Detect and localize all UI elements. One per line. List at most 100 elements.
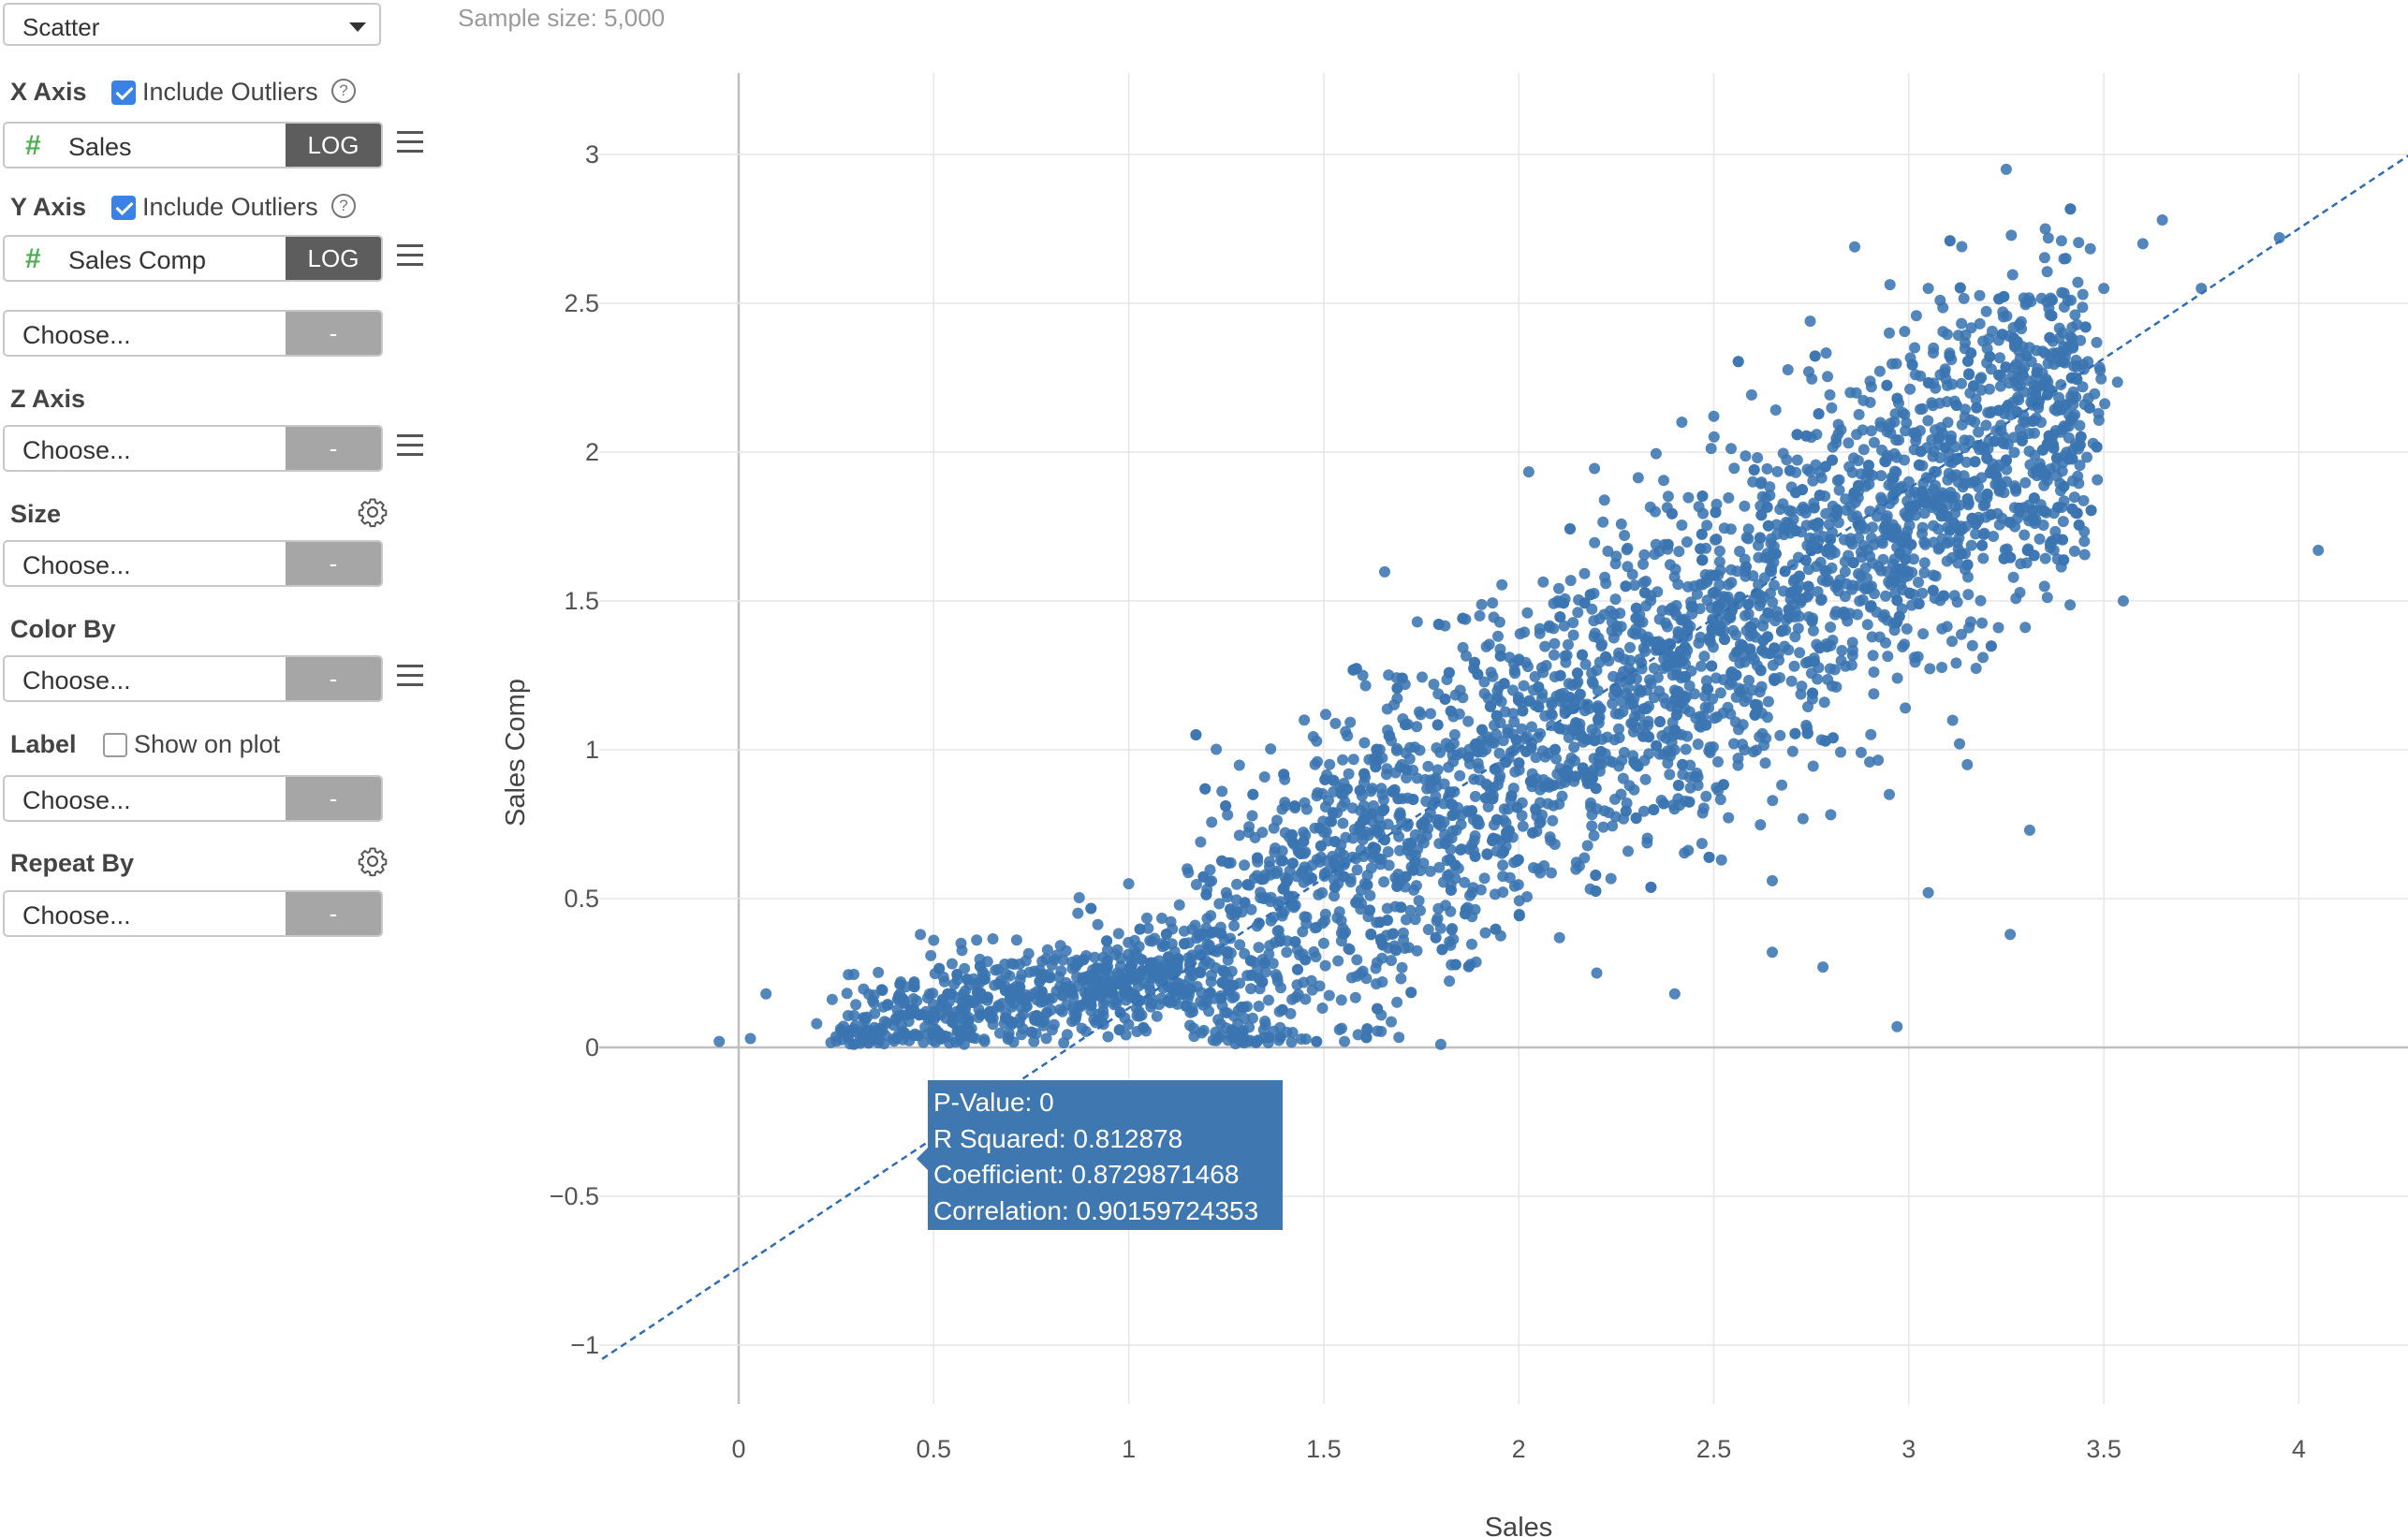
scatter-point — [1462, 960, 1475, 973]
scatter-point — [1329, 890, 1340, 902]
color-by-column-field[interactable]: Choose... - — [3, 655, 383, 702]
z-axis-menu-icon[interactable] — [397, 434, 423, 457]
scatter-point — [1930, 479, 1941, 491]
scatter-point — [2050, 452, 2063, 464]
help-icon[interactable]: ? — [331, 194, 356, 218]
scatter-point — [1714, 621, 1726, 632]
scatter-point — [1608, 670, 1620, 682]
additional-y-remove-button[interactable]: - — [286, 312, 381, 355]
scatter-point — [1375, 783, 1388, 795]
size-remove-button[interactable]: - — [286, 542, 381, 585]
scatter-point — [1713, 556, 1725, 568]
scatter-point — [1791, 454, 1803, 466]
gear-icon[interactable] — [357, 496, 389, 528]
scatter-point — [1466, 805, 1477, 817]
y-log-scale-button[interactable]: LOG — [286, 237, 381, 280]
scatter-point — [1801, 463, 1813, 476]
scatter-point — [1511, 801, 1523, 813]
scatter-point — [1707, 741, 1719, 753]
repeat-by-remove-button[interactable]: - — [286, 892, 381, 935]
z-axis-remove-button[interactable]: - — [286, 427, 381, 470]
scatter-point — [1041, 944, 1053, 956]
scatter-point — [1784, 505, 1796, 517]
x-log-scale-button[interactable]: LOG — [286, 124, 381, 167]
x-include-outliers-checkbox[interactable] — [111, 81, 136, 105]
scatter-point — [1846, 644, 1858, 656]
scatter-point — [1601, 731, 1613, 743]
scatter-point — [987, 933, 999, 944]
scatter-point — [1539, 640, 1551, 652]
z-axis-column-field[interactable]: Choose... - — [3, 425, 383, 472]
show-on-plot-checkbox[interactable] — [103, 733, 127, 757]
scatter-point — [1544, 622, 1555, 634]
scatter-point — [862, 1037, 874, 1049]
scatter-point — [1897, 406, 1909, 418]
x-axis-menu-icon[interactable] — [397, 131, 423, 154]
scatter-point — [1767, 946, 1778, 959]
scatter-point — [1755, 509, 1768, 521]
scatter-point — [1868, 666, 1880, 678]
y-axis-menu-icon[interactable] — [397, 244, 423, 267]
color-by-menu-icon[interactable] — [397, 665, 423, 687]
scatter-point — [1660, 617, 1672, 629]
y-axis-column-field[interactable]: # Sales Comp LOG — [3, 235, 383, 282]
scatter-point — [1678, 690, 1689, 702]
scatter-point — [1976, 617, 1988, 629]
scatter-point — [1589, 627, 1601, 639]
scatter-point — [1960, 329, 1972, 341]
scatter-point — [1141, 912, 1153, 924]
scatter-point — [1194, 966, 1206, 978]
size-column-field[interactable]: Choose... - — [3, 540, 383, 587]
scatter-point — [1941, 555, 1953, 567]
scatter-point — [2060, 253, 2072, 265]
x-axis-column-field[interactable]: # Sales LOG — [3, 122, 383, 168]
scatter-point — [1755, 819, 1767, 831]
scatter-point — [1879, 520, 1891, 533]
scatter-point — [1995, 479, 2007, 491]
scatter-point — [1652, 671, 1664, 683]
scatter-point — [1205, 910, 1217, 922]
scatter-point — [1963, 434, 1975, 446]
scatter-point — [1713, 545, 1725, 557]
label-remove-button[interactable]: - — [286, 777, 381, 820]
scatter-point — [1572, 607, 1584, 619]
scatter-point — [1769, 404, 1782, 416]
scatter-point — [1681, 730, 1694, 742]
scatter-point — [1299, 954, 1312, 966]
help-icon[interactable]: ? — [331, 79, 356, 103]
scatter-point — [1636, 663, 1648, 675]
scatter-point — [1959, 411, 1971, 423]
scatter-point — [1610, 550, 1622, 563]
scatter-point — [1668, 684, 1681, 696]
scatter-point — [2058, 301, 2070, 313]
color-by-remove-button[interactable]: - — [286, 657, 381, 700]
scatter-point — [1025, 1026, 1037, 1038]
scatter-point — [1425, 774, 1436, 786]
scatter-point — [1701, 683, 1713, 695]
scatter-point — [1346, 802, 1358, 814]
scatter-point — [2067, 393, 2079, 405]
repeat-by-column-field[interactable]: Choose... - — [3, 890, 383, 937]
scatter-point — [1056, 1005, 1068, 1017]
scatter-point — [1662, 538, 1674, 550]
scatter-point — [1357, 669, 1369, 681]
scatter-point — [1589, 536, 1601, 549]
scatter-point — [1588, 829, 1600, 842]
label-column-field[interactable]: Choose... - — [3, 775, 383, 822]
scatter-point — [1864, 505, 1876, 518]
scatter-point — [1530, 803, 1542, 815]
chart-type-select[interactable]: Scatter — [3, 3, 381, 46]
scatter-point — [1980, 419, 1992, 432]
scatter-point — [2042, 358, 2054, 370]
gear-icon[interactable] — [357, 845, 389, 877]
scatter-point — [1586, 820, 1598, 832]
y-include-outliers-checkbox[interactable] — [111, 196, 136, 220]
scatter-point — [1922, 415, 1934, 427]
scatter-point — [1714, 687, 1726, 699]
scatter-point — [1509, 766, 1521, 778]
scatter-point — [1547, 814, 1559, 827]
scatter-point — [1704, 636, 1716, 648]
additional-y-column-field[interactable]: Choose... - — [3, 310, 383, 357]
scatter-point — [1975, 372, 1988, 384]
scatter-point — [1890, 617, 1902, 629]
